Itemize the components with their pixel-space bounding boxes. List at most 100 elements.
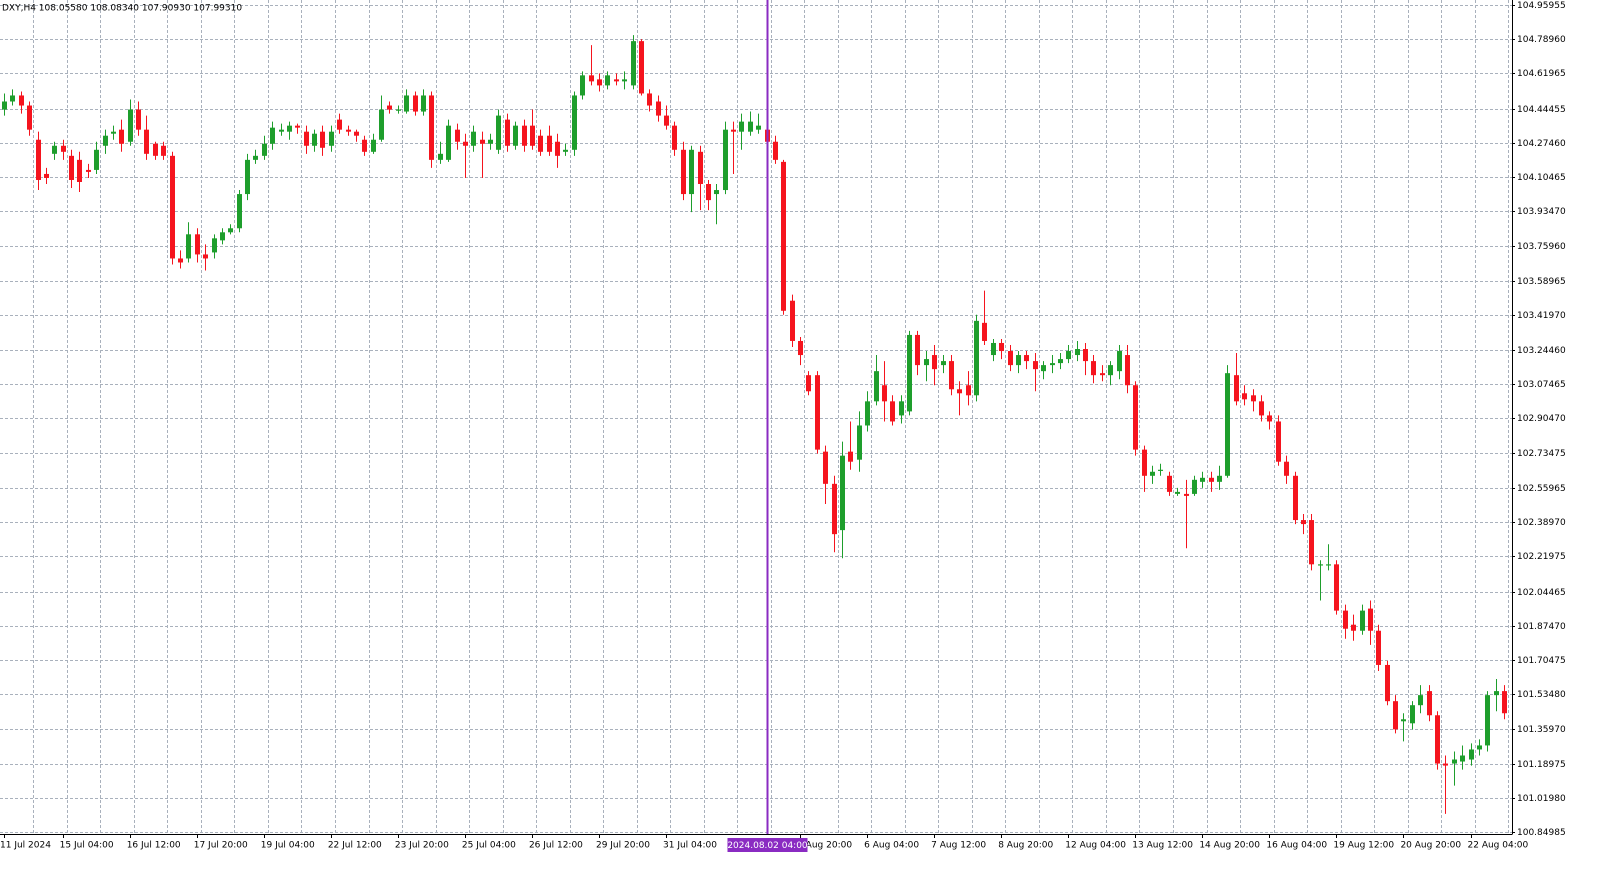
candle-body (1477, 745, 1482, 750)
y-tick-label: 101.87470 (1517, 622, 1566, 632)
candle-body (605, 75, 610, 86)
candle-body (647, 93, 652, 106)
y-tick-label: 102.73475 (1517, 449, 1566, 459)
candle-body (1024, 355, 1029, 362)
candle-body (354, 131, 359, 136)
candle-body (1225, 373, 1230, 476)
candle-body (672, 125, 677, 150)
candle-body (1167, 475, 1172, 492)
candle-body (580, 75, 585, 96)
candle-layer (2, 35, 1507, 814)
y-tick-label: 102.55965 (1517, 484, 1566, 494)
candle-body (1334, 564, 1339, 611)
x-tick-label: 7 Aug 12:00 (931, 841, 986, 851)
candle-body (279, 129, 284, 132)
x-tick-label: 19 Aug 12:00 (1333, 841, 1394, 851)
candle-body (1150, 471, 1155, 476)
candle-body (488, 139, 493, 144)
candle-body (1494, 691, 1499, 696)
candle-body (1259, 401, 1264, 416)
candle-body (681, 149, 686, 195)
candle-body (195, 234, 200, 255)
candle-body (982, 322, 987, 341)
candle-body (563, 149, 568, 152)
candle-body (1125, 355, 1130, 386)
candle-body (538, 135, 543, 152)
x-tick-label: 23 Jul 20:00 (395, 841, 449, 851)
candle-body (848, 451, 853, 462)
x-tick-label: 13 Aug 12:00 (1132, 841, 1193, 851)
candle-body (1469, 749, 1474, 760)
candle-body (865, 401, 870, 426)
candle-body (463, 141, 468, 146)
y-tick-label: 101.18975 (1517, 760, 1566, 770)
candle-body (899, 401, 904, 416)
cursor-label: 2024.08.02 04:00 (727, 841, 808, 851)
candle-body (1427, 691, 1432, 716)
candle-body (295, 125, 300, 128)
candle-body (1401, 719, 1406, 722)
candle-body (128, 109, 133, 142)
candle-body (999, 342, 1004, 352)
y-tick-label: 103.41970 (1517, 311, 1566, 321)
candle-body (1100, 373, 1105, 376)
candle-body (103, 135, 108, 146)
x-tick-label: 15 Jul 04:00 (60, 841, 114, 851)
candle-body (1276, 421, 1281, 462)
candle-body (723, 129, 728, 191)
x-tick-label: 16 Jul 12:00 (127, 841, 181, 851)
x-tick-label: 26 Jul 12:00 (529, 841, 583, 851)
y-tick-label: 102.90470 (1517, 414, 1566, 424)
candle-body (1108, 365, 1113, 376)
candle-body (806, 375, 811, 392)
candle-body (379, 109, 384, 140)
x-tick-label: 14 Aug 20:00 (1199, 841, 1260, 851)
candle-body (161, 145, 166, 156)
candle-body (10, 95, 15, 102)
candle-body (555, 141, 560, 156)
candle-body (815, 375, 820, 450)
candle-body (1502, 691, 1507, 714)
candle-body (857, 425, 862, 460)
candle-body (1192, 479, 1197, 494)
candle-body (874, 371, 879, 402)
candle-body (61, 145, 66, 152)
candle-body (1217, 475, 1222, 482)
candle-body (320, 131, 325, 148)
candle-body (153, 143, 158, 156)
candle-body (1435, 715, 1440, 764)
x-tick-label: 8 Aug 20:00 (998, 841, 1053, 851)
y-tick-label: 101.01980 (1517, 794, 1566, 804)
candle-body (27, 105, 32, 130)
candle-body (1209, 477, 1214, 482)
y-tick-label: 104.10465 (1517, 173, 1566, 183)
candle-body (1184, 493, 1189, 496)
candle-body (438, 153, 443, 160)
candle-body (781, 161, 786, 311)
candle-body (371, 139, 376, 152)
x-tick-label: 22 Jul 12:00 (328, 841, 382, 851)
y-tick-label: 100.84985 (1517, 828, 1566, 838)
candle-body (270, 127, 275, 144)
candle-body (312, 133, 317, 146)
y-tick-label: 104.78960 (1517, 35, 1566, 45)
y-tick-label: 104.44455 (1517, 105, 1566, 115)
candle-body (1293, 475, 1298, 521)
candle-body (496, 115, 501, 150)
candle-body (1284, 461, 1289, 476)
candle-body (262, 143, 267, 156)
candle-body (547, 135, 552, 152)
candle-body (178, 258, 183, 263)
y-tick-label: 104.95955 (1517, 1, 1566, 11)
candle-body (714, 190, 719, 195)
candle-body (1117, 351, 1122, 372)
x-tick-label: 12 Aug 04:00 (1065, 841, 1126, 851)
candle-body (790, 300, 795, 341)
candle-body (622, 79, 627, 82)
candle-body (86, 169, 91, 172)
chart-title: DXY,H4 108.05580 108.08340 107.90930 107… (2, 4, 242, 14)
candle-body (1075, 349, 1080, 356)
candle-body (1242, 393, 1247, 400)
candle-body (597, 79, 602, 86)
